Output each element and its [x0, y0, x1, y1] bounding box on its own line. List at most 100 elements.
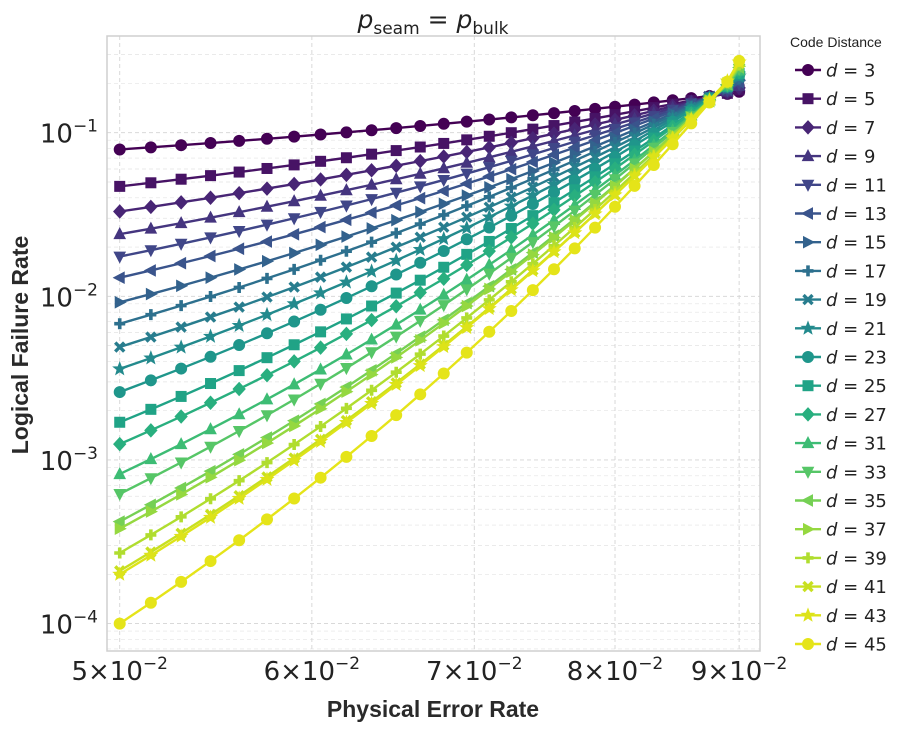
data-point [569, 155, 581, 167]
data-point [388, 376, 404, 392]
data-point [174, 195, 188, 210]
data-point [114, 416, 126, 428]
data-point [286, 295, 302, 311]
data-point [721, 75, 734, 88]
data-point [176, 488, 189, 501]
legend-label: d = 25 [826, 376, 887, 397]
legend-item: d = 13 [795, 204, 887, 225]
data-point [314, 128, 327, 141]
data-point [504, 252, 518, 265]
data-point [459, 319, 475, 335]
data-point [204, 137, 217, 150]
series-line [119, 72, 741, 424]
legend-label: d = 17 [826, 261, 887, 282]
data-point [313, 285, 329, 300]
data-point [145, 309, 157, 321]
data-point [461, 200, 473, 212]
series-line [119, 73, 740, 394]
data-point [313, 220, 326, 234]
data-point [339, 326, 354, 342]
series-7 [113, 80, 746, 219]
data-point [314, 303, 327, 316]
data-point [365, 430, 378, 443]
data-point [413, 302, 427, 315]
data-point [364, 163, 379, 178]
data-point [414, 388, 427, 401]
data-point [234, 453, 247, 467]
data-point [527, 173, 539, 185]
series-43 [112, 54, 747, 581]
legend-label: d = 13 [826, 204, 887, 225]
data-point [340, 292, 353, 305]
data-point [175, 173, 187, 185]
data-point [365, 124, 378, 137]
data-point [548, 164, 560, 176]
data-point [204, 311, 217, 323]
data-point [412, 357, 428, 373]
data-point [173, 528, 189, 543]
data-point [232, 185, 246, 201]
data-point [436, 184, 449, 198]
legend-item: d = 21 [795, 319, 887, 340]
legend-marker [802, 265, 814, 277]
data-point [315, 326, 327, 338]
legend-marker [803, 522, 816, 536]
data-point [628, 179, 641, 192]
data-point [288, 439, 300, 451]
data-point [145, 331, 157, 343]
data-point [340, 363, 353, 376]
data-point [340, 313, 352, 325]
data-point [437, 117, 450, 130]
data-point [113, 204, 127, 219]
data-point [174, 457, 188, 470]
data-point [364, 395, 380, 411]
data-point [438, 316, 451, 330]
legend-item: d = 7 [795, 118, 875, 139]
data-point [548, 107, 561, 120]
data-point [313, 433, 329, 448]
data-point [175, 321, 187, 333]
data-point [505, 111, 518, 124]
x-tick-label: 9×10−2 [691, 654, 787, 687]
legend-label: d = 5 [826, 89, 875, 110]
data-point [259, 235, 273, 248]
data-point [202, 328, 219, 343]
data-point [505, 182, 517, 194]
data-point [389, 331, 403, 344]
data-point [365, 332, 378, 345]
data-point [175, 139, 188, 152]
data-point [482, 150, 496, 163]
data-point [438, 197, 451, 211]
data-point [313, 340, 328, 355]
data-point [203, 395, 218, 411]
data-point [314, 271, 327, 283]
legend-item: d = 41 [795, 577, 887, 598]
data-point [205, 291, 217, 303]
data-point [204, 210, 217, 223]
data-point [112, 271, 125, 285]
data-point [389, 299, 403, 314]
data-point [113, 436, 127, 452]
legend-marker [800, 320, 816, 335]
data-point [503, 198, 519, 213]
legend-marker [802, 64, 814, 76]
data-point [232, 205, 246, 218]
data-point [389, 187, 403, 200]
series-line [119, 84, 740, 236]
series-45 [113, 54, 746, 630]
legend-label: d = 7 [826, 118, 875, 139]
legend-label: d = 19 [826, 290, 887, 311]
data-point [113, 143, 126, 156]
legend-marker [802, 351, 814, 363]
data-point [436, 338, 452, 354]
series-line [119, 68, 741, 496]
data-point [389, 158, 403, 173]
series-line [119, 81, 740, 279]
data-point [144, 423, 158, 438]
data-point [437, 174, 451, 188]
data-point [568, 242, 581, 255]
data-point [175, 575, 188, 588]
data-point [389, 199, 402, 212]
data-point [112, 515, 125, 528]
data-point [482, 162, 496, 175]
